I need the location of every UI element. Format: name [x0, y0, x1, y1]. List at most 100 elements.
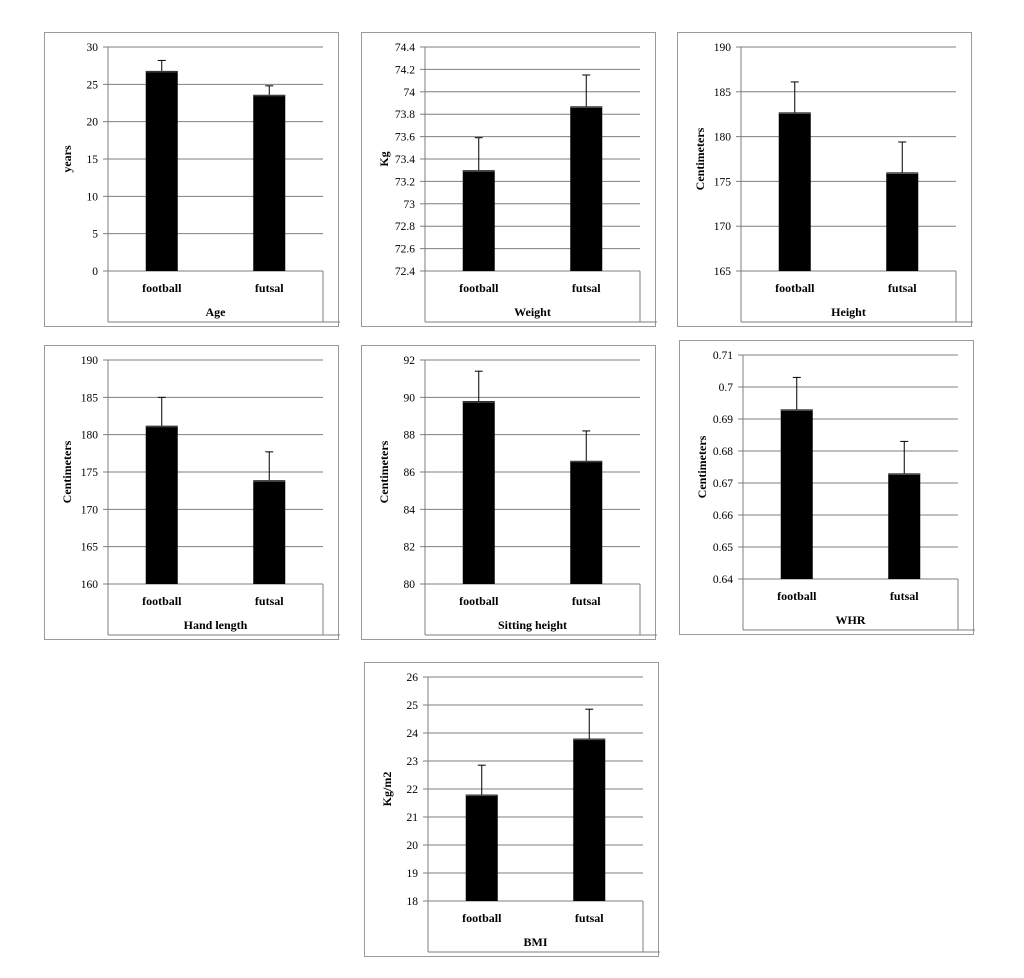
- y-axis-title: Centimeters: [693, 127, 707, 190]
- y-tick-label: 190: [714, 42, 732, 54]
- y-tick-label: 5: [92, 229, 98, 241]
- bar-futsal: [253, 94, 286, 271]
- chart-panel-whr: 0.64 0.65 0.66 0.67 0.68 0.69 0.7 0.71 football f…: [679, 340, 975, 635]
- category-label-futsal: futsal: [255, 281, 284, 295]
- chart-panel-sitting-height: 80 82 84 86 88 90 92 football futsal Sitting heig…: [361, 345, 657, 640]
- bar-football: [462, 401, 495, 584]
- bar-futsal: [253, 480, 286, 584]
- y-tick-label: 73.4: [395, 154, 415, 166]
- chart-hand-length: 160 165 170 175 180 185 190 football futsal Hand …: [60, 355, 340, 636]
- chart-bmi: 18 19 20 21 22 23 24 25 26 football futsal BMI Kg/m2: [380, 672, 660, 953]
- y-tick-label: 26: [407, 672, 419, 684]
- y-tick-label: 90: [404, 392, 416, 404]
- y-tick-label: 82: [404, 542, 416, 554]
- y-tick-label: 24: [407, 728, 419, 740]
- category-label-futsal: futsal: [888, 281, 917, 295]
- category-label-football: football: [459, 594, 499, 608]
- y-tick-label: 185: [81, 392, 99, 404]
- bar-futsal: [888, 473, 921, 579]
- y-tick-label: 170: [714, 221, 732, 233]
- y-tick-label: 18: [407, 896, 419, 908]
- x-axis-title: Height: [831, 305, 866, 319]
- y-tick-label: 73: [404, 199, 416, 211]
- y-tick-label: 0.69: [713, 414, 733, 426]
- y-tick-label: 20: [87, 117, 99, 129]
- category-label-futsal: futsal: [255, 594, 284, 608]
- y-tick-label: 84: [404, 504, 416, 516]
- y-tick-label: 190: [81, 355, 99, 367]
- y-tick-label: 10: [87, 191, 99, 203]
- y-axis-title: Centimeters: [377, 440, 391, 503]
- y-tick-label: 74.4: [395, 42, 415, 54]
- y-tick-label: 72.6: [395, 244, 415, 256]
- y-tick-label: 0.67: [713, 478, 733, 490]
- y-tick-label: 73.6: [395, 132, 415, 144]
- bar-football: [462, 170, 495, 271]
- y-tick-label: 0.65: [713, 542, 733, 554]
- category-label-football: football: [775, 281, 815, 295]
- x-axis-title: WHR: [836, 613, 866, 627]
- y-tick-label: 0.7: [719, 382, 734, 394]
- y-tick-label: 0.64: [713, 574, 733, 586]
- y-axis-title: Centimeters: [695, 435, 709, 498]
- y-tick-label: 165: [714, 266, 732, 278]
- y-tick-label: 21: [407, 812, 419, 824]
- bar-football: [465, 794, 498, 901]
- y-tick-label: 175: [714, 176, 732, 188]
- y-tick-label: 0.68: [713, 446, 733, 458]
- y-tick-label: 23: [407, 756, 419, 768]
- chart-panel-hand-length: 160 165 170 175 180 185 190 football futsal Hand …: [44, 345, 340, 640]
- y-tick-label: 25: [407, 700, 419, 712]
- chart-panel-bmi: 18 19 20 21 22 23 24 25 26 football futsal BMI Kg/m2: [364, 662, 660, 957]
- y-tick-label: 160: [81, 579, 99, 591]
- bar-football: [145, 70, 178, 271]
- y-tick-label: 30: [87, 42, 99, 54]
- y-tick-label: 165: [81, 542, 99, 554]
- y-tick-label: 180: [714, 132, 732, 144]
- y-axis-title: Centimeters: [60, 440, 74, 503]
- y-tick-label: 19: [407, 868, 419, 880]
- y-tick-label: 72.8: [395, 221, 415, 233]
- y-tick-label: 74.2: [395, 64, 415, 76]
- y-tick-label: 73.8: [395, 109, 415, 121]
- y-tick-label: 180: [81, 430, 99, 442]
- category-label-football: football: [459, 281, 499, 295]
- y-tick-label: 92: [404, 355, 416, 367]
- y-tick-label: 0: [92, 266, 98, 278]
- category-label-futsal: futsal: [575, 911, 604, 925]
- y-tick-label: 20: [407, 840, 419, 852]
- category-label-football: football: [142, 281, 182, 295]
- category-label-football: football: [777, 589, 817, 603]
- bar-football: [145, 425, 178, 584]
- category-label-football: football: [462, 911, 502, 925]
- y-tick-label: 74: [404, 87, 416, 99]
- y-axis-title: years: [60, 145, 74, 173]
- bar-futsal: [573, 738, 606, 901]
- y-tick-label: 88: [404, 430, 416, 442]
- bar-futsal: [570, 460, 603, 584]
- y-tick-label: 25: [87, 79, 99, 91]
- y-tick-label: 22: [407, 784, 419, 796]
- y-tick-label: 72.4: [395, 266, 415, 278]
- y-tick-label: 86: [404, 467, 416, 479]
- chart-whr: 0.64 0.65 0.66 0.67 0.68 0.69 0.7 0.71 football f…: [695, 350, 975, 631]
- chart-age: 0 5 10 15 20 25 30 football futsal Age years: [60, 42, 340, 323]
- y-tick-label: 80: [404, 579, 416, 591]
- y-tick-label: 170: [81, 504, 99, 516]
- bar-football: [778, 112, 811, 272]
- y-tick-label: 185: [714, 87, 732, 99]
- category-label-futsal: futsal: [572, 281, 601, 295]
- x-axis-title: Hand length: [184, 618, 248, 632]
- chart-weight: 72.4 72.6 72.8 73 73.2 73.4 73.6 73.8 74 74.2 74.4…: [377, 42, 657, 323]
- bar-futsal: [886, 172, 919, 271]
- x-axis-title: Weight: [514, 305, 551, 319]
- chart-height: 165 170 175 180 185 190 football futsal Height Ce…: [693, 42, 973, 323]
- category-label-football: football: [142, 594, 182, 608]
- category-label-futsal: futsal: [572, 594, 601, 608]
- chart-panel-height: 165 170 175 180 185 190 football futsal Height Ce…: [677, 32, 973, 327]
- y-tick-label: 73.2: [395, 176, 415, 188]
- y-axis-title: Kg: [377, 151, 391, 166]
- y-tick-label: 0.71: [713, 350, 733, 362]
- x-axis-title: Age: [206, 305, 227, 319]
- y-tick-label: 175: [81, 467, 99, 479]
